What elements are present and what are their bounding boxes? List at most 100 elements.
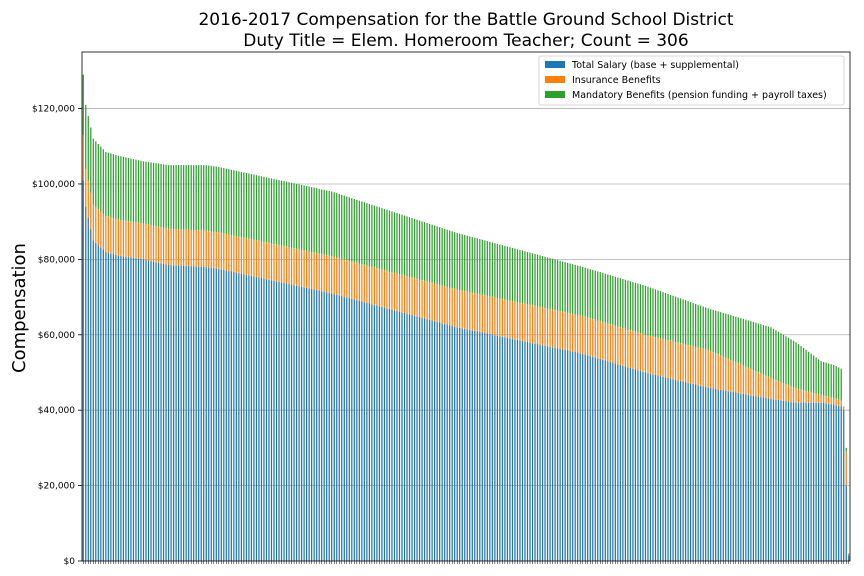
bar-insurance (97, 209, 99, 246)
bar-mandatory (622, 278, 624, 328)
bar-salary (546, 346, 549, 561)
bar-mandatory (556, 260, 559, 311)
bar-insurance (745, 366, 747, 395)
bar-insurance (295, 248, 298, 286)
bar-salary (348, 298, 350, 561)
bar-salary (238, 273, 240, 561)
bar-insurance (692, 346, 694, 384)
bar-mandatory (504, 245, 506, 300)
bar-salary (589, 355, 591, 561)
bar-salary (454, 326, 456, 561)
bar-insurance (677, 342, 679, 381)
bar-insurance (243, 237, 245, 275)
bar-salary (762, 397, 765, 561)
bar-mandatory (110, 153, 112, 218)
bar-mandatory (295, 183, 298, 249)
bar-salary (228, 270, 230, 561)
bar-mandatory (353, 198, 355, 263)
bar-insurance (180, 229, 182, 266)
bar-salary (818, 402, 820, 561)
bar-insurance (772, 378, 775, 400)
bar-insurance (323, 254, 325, 292)
bar-salary (705, 386, 707, 561)
bar-insurance (190, 229, 192, 267)
bar-mandatory (258, 175, 260, 241)
bar-salary (434, 321, 436, 561)
bar-insurance (87, 180, 89, 218)
bar-insurance (326, 255, 328, 293)
bar-insurance (283, 246, 285, 283)
bar-mandatory (838, 367, 840, 400)
bar-mandatory (82, 74, 84, 135)
bar-mandatory (373, 205, 376, 268)
bar-salary (843, 410, 845, 561)
bar-mandatory (672, 295, 674, 342)
bar-salary (248, 275, 250, 561)
bar-salary (795, 402, 797, 561)
bar-mandatory (152, 162, 155, 226)
bar-mandatory (311, 187, 313, 253)
bar-insurance (697, 347, 699, 386)
bar-mandatory (112, 154, 114, 219)
bar-salary (825, 403, 827, 561)
bar-insurance (750, 368, 752, 396)
bar-insurance (521, 303, 524, 341)
legend-label-salary: Total Salary (base + supplemental) (571, 60, 739, 71)
bar-salary (534, 343, 536, 561)
bar-insurance (82, 134, 84, 181)
bar-mandatory (413, 218, 416, 279)
bar-salary (750, 395, 752, 561)
bar-salary (406, 313, 408, 561)
bar-mandatory (366, 203, 368, 266)
bar-salary (592, 356, 594, 561)
bar-salary (539, 344, 541, 561)
bar-insurance (649, 335, 652, 374)
bar-mandatory (612, 275, 614, 325)
bar-salary (306, 287, 308, 561)
bar-insurance (544, 308, 546, 346)
bar-salary (210, 267, 212, 561)
bar-salary (828, 403, 830, 561)
bar-mandatory (255, 175, 258, 241)
bar-salary (135, 258, 137, 561)
bar-salary (220, 269, 222, 561)
bar-insurance (308, 251, 310, 289)
bar-mandatory (293, 183, 295, 249)
bar-mandatory (198, 165, 200, 231)
bar-insurance (411, 277, 413, 316)
bar-insurance (797, 389, 800, 403)
bar-salary (797, 402, 800, 561)
bar-salary (469, 329, 471, 561)
bar-insurance (476, 293, 478, 332)
bar-salary (833, 404, 835, 561)
bar-salary (574, 352, 576, 561)
bar-insurance (669, 340, 672, 379)
bar-salary (594, 357, 596, 561)
bar-insurance (567, 312, 569, 351)
bar-salary (223, 269, 225, 561)
bar-mandatory (268, 177, 270, 243)
bar-salary (205, 266, 207, 561)
bar-mandatory (449, 230, 451, 288)
bar-salary (554, 347, 556, 561)
bar-salary (426, 319, 428, 561)
bar-salary (541, 345, 544, 561)
bar-salary (97, 245, 99, 562)
bar-salary (416, 316, 418, 561)
bar-mandatory (662, 292, 664, 339)
bar-salary (273, 280, 275, 561)
bar-insurance (823, 395, 825, 404)
bar-insurance (511, 301, 514, 339)
bar-insurance (225, 233, 227, 271)
bar-salary (735, 392, 737, 561)
bar-mandatory (544, 256, 546, 309)
bar-salary (629, 367, 632, 561)
bar-salary (489, 334, 491, 561)
bar-salary (504, 337, 506, 561)
bar-mandatory (386, 209, 388, 271)
bar-mandatory (647, 286, 649, 336)
bar-mandatory (828, 363, 830, 397)
bar-insurance (333, 256, 335, 294)
bar-salary (609, 361, 611, 561)
y-tick-label: $60,000 (38, 331, 75, 341)
